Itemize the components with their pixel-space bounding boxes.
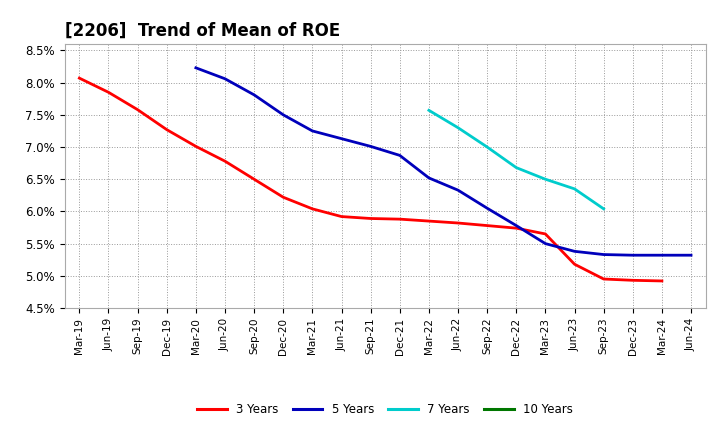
Line: 7 Years: 7 Years xyxy=(429,110,603,209)
3 Years xyxy=(454,220,462,226)
3 Years xyxy=(104,90,113,95)
5 Years xyxy=(220,76,229,81)
3 Years xyxy=(279,194,287,200)
5 Years xyxy=(250,92,258,98)
Legend: 3 Years, 5 Years, 7 Years, 10 Years: 3 Years, 5 Years, 7 Years, 10 Years xyxy=(193,398,577,421)
7 Years xyxy=(483,144,492,150)
3 Years xyxy=(75,76,84,81)
7 Years xyxy=(599,206,608,212)
3 Years xyxy=(192,144,200,149)
3 Years xyxy=(512,226,521,231)
7 Years xyxy=(425,108,433,113)
5 Years xyxy=(279,112,287,117)
3 Years xyxy=(366,216,375,221)
7 Years xyxy=(454,125,462,130)
3 Years xyxy=(133,107,142,112)
3 Years xyxy=(657,279,666,284)
5 Years xyxy=(599,252,608,257)
3 Years xyxy=(599,276,608,282)
3 Years xyxy=(220,158,229,164)
5 Years xyxy=(570,249,579,254)
5 Years xyxy=(657,253,666,258)
3 Years xyxy=(308,206,317,212)
3 Years xyxy=(337,214,346,219)
5 Years xyxy=(512,223,521,228)
7 Years xyxy=(541,176,550,182)
5 Years xyxy=(425,175,433,180)
5 Years xyxy=(366,144,375,149)
Line: 5 Years: 5 Years xyxy=(196,68,691,255)
3 Years xyxy=(163,127,171,132)
5 Years xyxy=(483,205,492,211)
Line: 3 Years: 3 Years xyxy=(79,78,662,281)
3 Years xyxy=(250,176,258,182)
5 Years xyxy=(541,241,550,246)
3 Years xyxy=(629,278,637,283)
5 Years xyxy=(337,136,346,141)
7 Years xyxy=(512,165,521,170)
5 Years xyxy=(308,128,317,134)
5 Years xyxy=(629,253,637,258)
5 Years xyxy=(192,65,200,70)
3 Years xyxy=(483,223,492,228)
5 Years xyxy=(395,153,404,158)
3 Years xyxy=(425,218,433,224)
5 Years xyxy=(454,187,462,193)
7 Years xyxy=(570,186,579,191)
5 Years xyxy=(687,253,696,258)
3 Years xyxy=(541,231,550,237)
Text: [2206]  Trend of Mean of ROE: [2206] Trend of Mean of ROE xyxy=(65,22,340,40)
3 Years xyxy=(395,216,404,222)
3 Years xyxy=(570,261,579,267)
